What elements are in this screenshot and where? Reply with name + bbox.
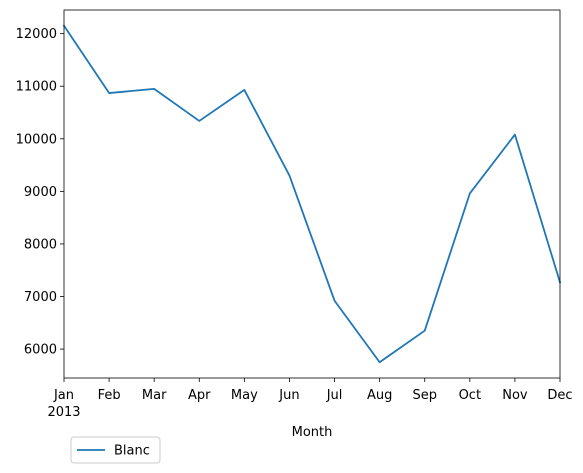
legend-label: Blanc [114,444,150,459]
x-tick-label: Mar [142,388,167,403]
x-tick-label: Apr [188,388,211,403]
x-tick-label: May [231,388,258,403]
plot-frame [63,9,561,379]
x-tick-label: Jan [53,388,74,403]
y-tick-label: 7000 [24,290,57,305]
y-tick-label: 11000 [16,80,57,95]
x-tick-label: Jul [326,388,343,403]
y-tick-label: 10000 [16,132,57,147]
y-tick-label: 9000 [24,185,57,200]
series-line-blanc [62,24,562,364]
x-tick-year-label: 2013 [47,405,80,420]
y-tick-label: 12000 [16,27,57,42]
x-tick-label: Jun [278,388,299,403]
x-tick-label: Sep [412,388,437,403]
legend: Blanc [70,436,161,464]
x-tick-label: Feb [98,388,121,403]
x-tick-label: Dec [547,388,572,403]
x-tick-label: Aug [367,388,392,403]
legend-box [70,436,161,464]
x-axis: Jan Feb Mar Apr May Jun Jul Aug Sep Oct Nov Dec 2013 [47,378,573,420]
x-tick-label: Oct [459,388,481,403]
x-tick-label: Nov [502,388,528,403]
y-axis: 6000 7000 8000 9000 10000 11000 12000 [16,27,64,358]
y-tick-label: 6000 [24,343,57,358]
x-axis-title: Month [292,425,333,440]
plot-area [62,9,562,379]
y-tick-label: 8000 [24,237,57,252]
